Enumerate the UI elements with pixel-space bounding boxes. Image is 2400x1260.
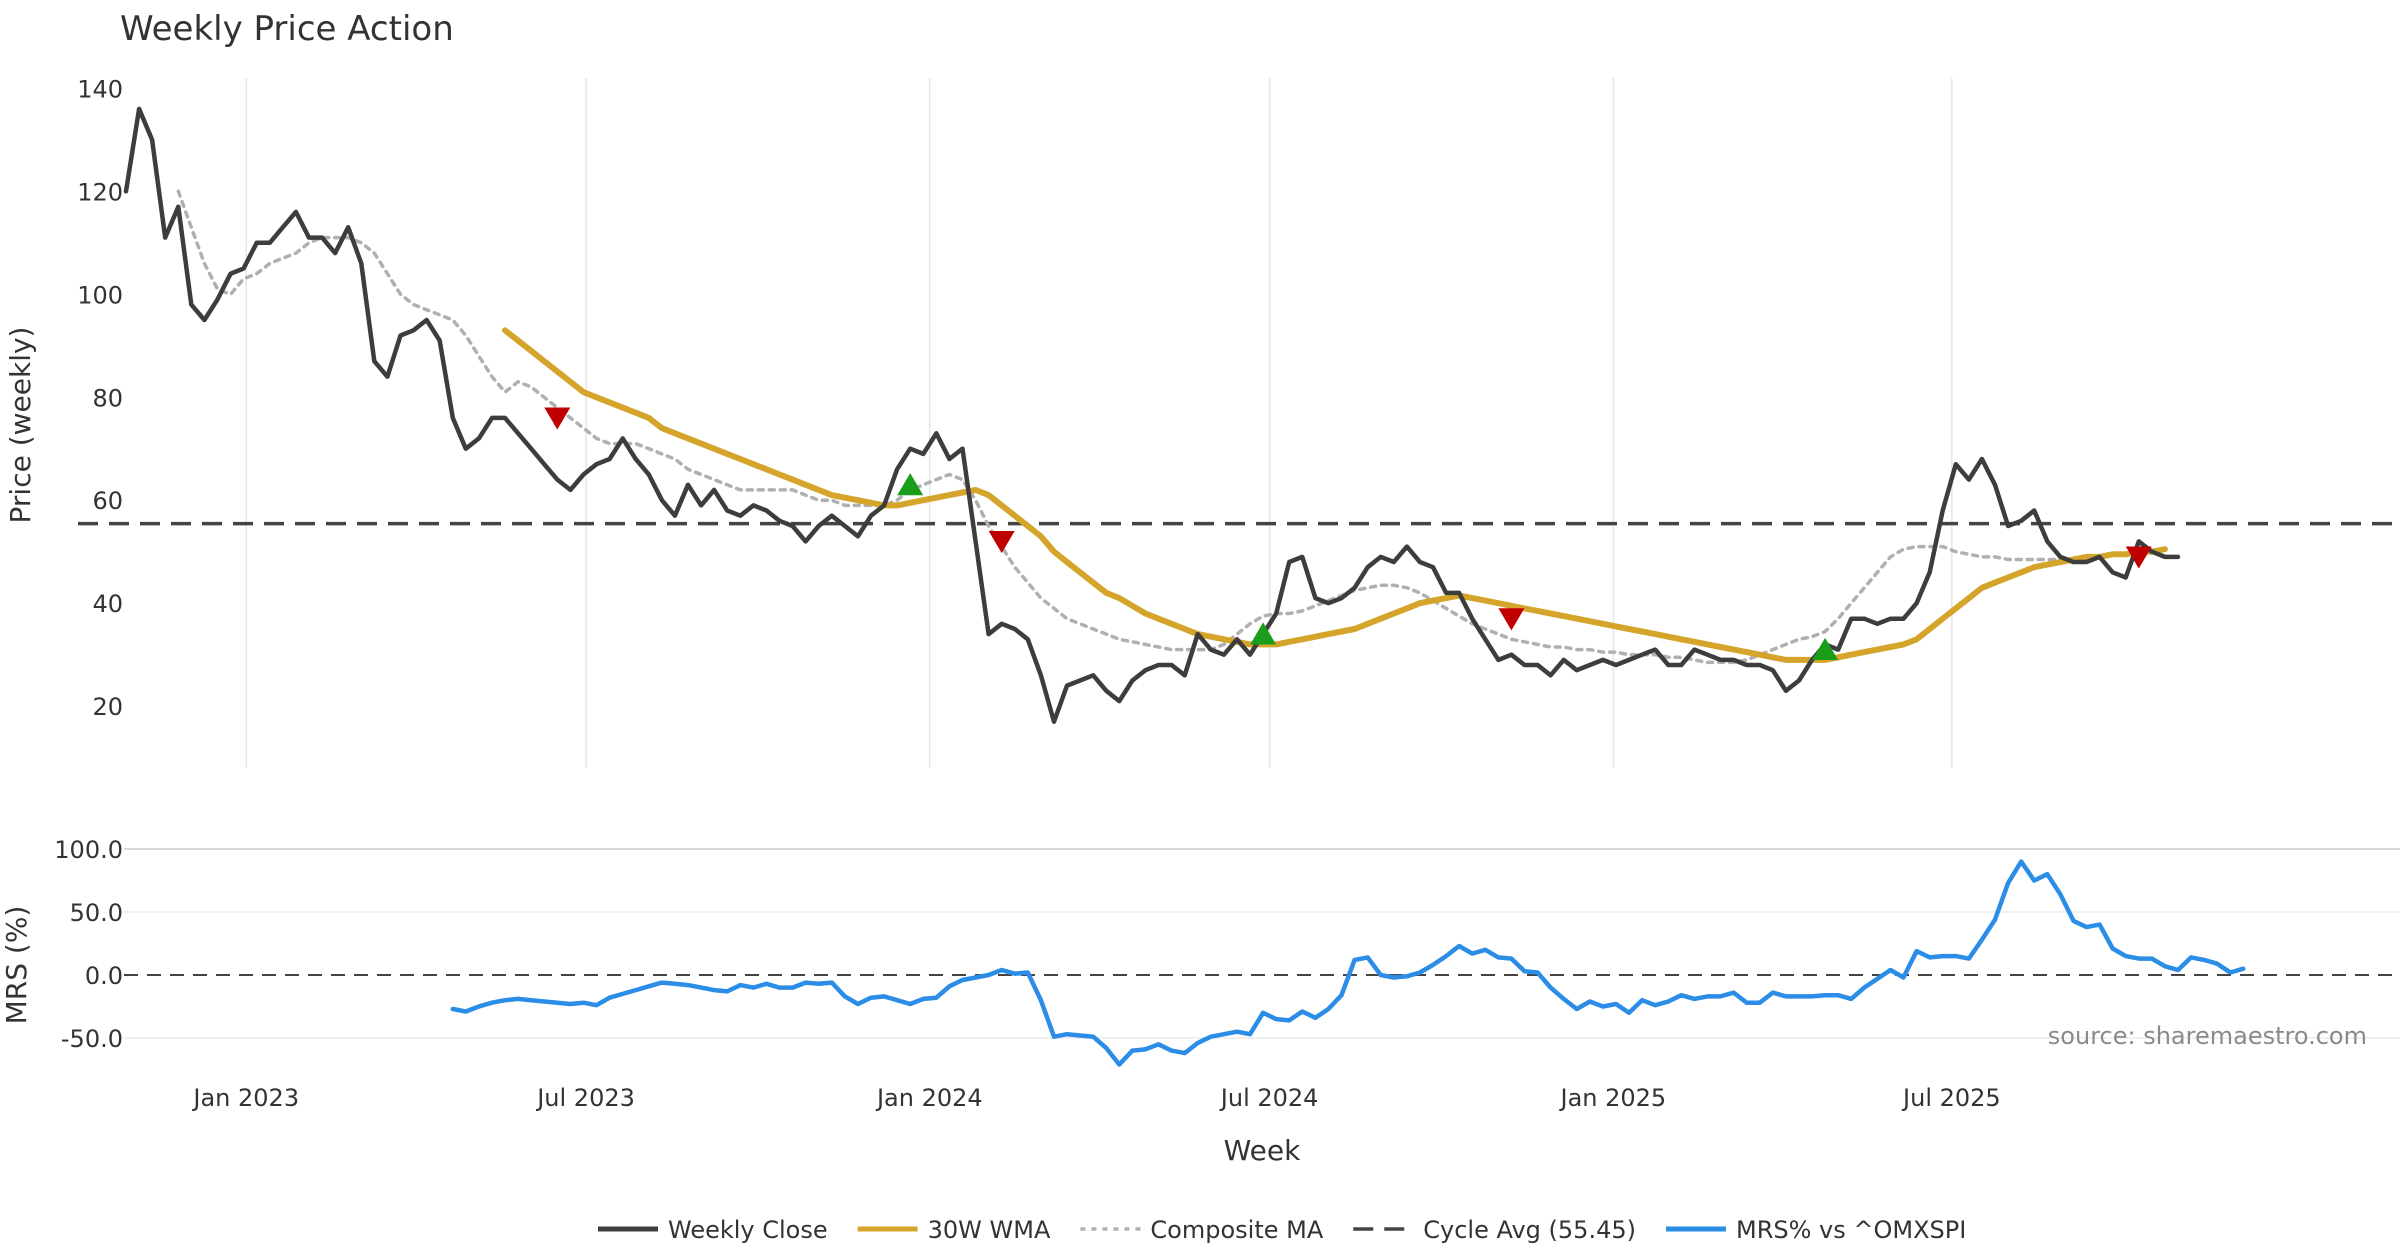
sell-signal-marker bbox=[544, 407, 571, 430]
price-y-axis-label: Price (weekly) bbox=[4, 327, 37, 524]
price-y-tick-label: 120 bbox=[77, 178, 123, 206]
mrs-grid bbox=[124, 848, 2400, 1039]
price-y-tick-label: 140 bbox=[77, 75, 123, 103]
legend: Weekly Close 30W WMA Composite MA Cycle Avg… bbox=[598, 1216, 1966, 1244]
sell-signal-marker bbox=[2125, 546, 2152, 569]
x-tick-label: Jan 2024 bbox=[875, 1084, 983, 1112]
x-ticks: Jan 2023 Jul 2023 Jan 2024 Jul 2024 Jan 2025… bbox=[191, 1084, 2000, 1112]
x-tick-label: Jul 2025 bbox=[1901, 1084, 2001, 1112]
weekly-close-line bbox=[123, 106, 2181, 724]
mrs-series-group bbox=[450, 859, 2246, 1067]
sell-signal-marker bbox=[1498, 608, 1525, 631]
price-series-group bbox=[78, 106, 2400, 724]
mrs-y-tick-label: 0.0 bbox=[85, 962, 123, 990]
price-y-tick-label: 20 bbox=[92, 693, 123, 721]
legend-label: MRS% vs ^OMXSPI bbox=[1736, 1216, 1966, 1244]
price-y-tick-label: 80 bbox=[92, 384, 123, 412]
buy-signal-marker bbox=[1250, 622, 1277, 645]
buy-signal-marker bbox=[1812, 637, 1839, 660]
price-y-tick-label: 100 bbox=[77, 281, 123, 309]
legend-label: Cycle Avg (55.45) bbox=[1423, 1216, 1636, 1244]
price-grid bbox=[245, 78, 1953, 768]
x-axis-label: Week bbox=[1224, 1134, 1301, 1167]
legend-label: Weekly Close bbox=[668, 1216, 828, 1244]
mrs-y-axis-label: MRS (%) bbox=[0, 906, 33, 1025]
composite-ma-line bbox=[176, 189, 2076, 665]
mrs-y-ticks: -50.0 0.0 50.0 100.0 bbox=[54, 836, 123, 1053]
legend-label: 30W WMA bbox=[928, 1216, 1051, 1244]
x-tick-label: Jan 2023 bbox=[191, 1084, 299, 1112]
chart-title: Weekly Price Action bbox=[120, 9, 454, 49]
price-y-ticks: 20 40 60 80 100 120 140 bbox=[77, 75, 123, 721]
mrs-y-tick-label: 50.0 bbox=[70, 899, 123, 927]
mrs-y-tick-label: -50.0 bbox=[61, 1025, 123, 1053]
x-tick-label: Jan 2025 bbox=[1559, 1084, 1667, 1112]
signal-markers bbox=[544, 407, 2152, 660]
mrs-y-tick-label: 100.0 bbox=[54, 836, 123, 864]
sell-signal-marker bbox=[988, 531, 1015, 554]
x-tick-label: Jul 2023 bbox=[535, 1084, 635, 1112]
price-y-tick-label: 40 bbox=[92, 590, 123, 618]
source-credit: source: sharemaestro.com bbox=[2048, 1022, 2367, 1050]
buy-signal-marker bbox=[897, 473, 924, 496]
x-tick-label: Jul 2024 bbox=[1219, 1084, 1319, 1112]
mrs-line bbox=[450, 859, 2246, 1067]
price-y-tick-label: 60 bbox=[92, 487, 123, 515]
wma-30w-line bbox=[502, 327, 2168, 663]
legend-label: Composite MA bbox=[1150, 1216, 1323, 1244]
